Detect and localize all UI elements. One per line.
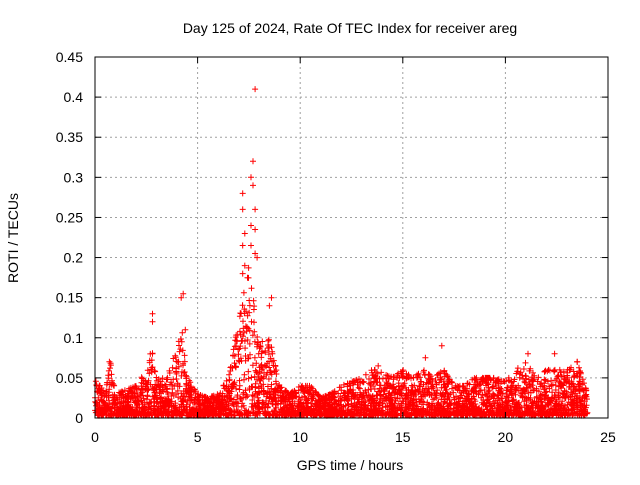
data-point-cluster [246,285,263,419]
data-point [250,158,256,165]
data-point [422,354,429,361]
data-point [239,206,246,213]
data-point [254,254,261,261]
data-point [241,262,248,269]
data-point [252,226,259,233]
data-point-cluster [143,350,155,419]
y-tick-label: 0.4 [64,89,84,105]
data-point [239,242,246,249]
data-point-cluster [297,382,314,419]
x-tick-label: 10 [292,429,308,445]
data-point-cluster [102,365,114,419]
data-point [252,250,259,257]
data-point-cluster [523,365,540,419]
data-point [178,294,185,301]
y-tick-label: 0.25 [56,209,83,225]
grid [95,57,608,418]
data-point-cluster [553,366,570,419]
data-point-cluster [235,264,252,419]
data-point [574,358,581,365]
data-point [266,302,273,309]
y-tick-label: 0.2 [64,250,84,266]
data-point [438,342,445,349]
chart-title: Day 125 of 2024, Rate Of TEC Index for r… [183,20,517,36]
data-point [525,350,531,357]
x-axis-label: GPS time / hours [297,457,404,473]
data-point [182,326,189,333]
y-tick-label: 0.1 [64,330,84,346]
data-point [551,350,558,357]
x-tick-label: 20 [498,429,514,445]
data-points [92,86,591,419]
data-point [239,270,246,277]
data-point [241,230,248,237]
data-point-cluster [225,331,242,419]
data-point-cluster [574,364,591,419]
data-point-cluster [338,380,355,419]
x-tick-label: 0 [91,429,99,445]
x-tick-label: 5 [194,429,202,445]
data-point [252,206,259,213]
y-tick-label: 0.3 [64,169,84,185]
data-point [252,86,259,93]
data-point [106,358,113,365]
data-point [248,222,254,229]
y-axis-label: ROTI / TECUs [5,193,21,283]
data-point [239,190,246,197]
y-tick-label: 0.35 [56,129,83,145]
y-tick-label: 0.45 [56,49,83,65]
data-point [180,290,187,297]
data-point-cluster [440,367,457,419]
data-point [248,174,254,181]
x-tick-label: 25 [600,429,616,445]
y-tick-label: 0.05 [56,370,83,386]
plot-frame [94,56,609,419]
data-point [375,362,382,369]
data-point [248,242,254,249]
data-point-cluster [92,378,109,419]
y-tick-label: 0 [75,410,83,426]
x-tick-label: 15 [395,429,411,445]
data-point [149,310,156,317]
data-point [250,182,256,189]
y-tick-label: 0.15 [56,290,83,306]
ticks: 0 5 10 15 20 25 0 0.05 0.1 0.15 0.2 0.25 0.3 0.35 0.4 0… [56,49,616,445]
data-point [268,294,275,301]
data-point-cluster [410,370,427,419]
data-point [149,318,156,325]
